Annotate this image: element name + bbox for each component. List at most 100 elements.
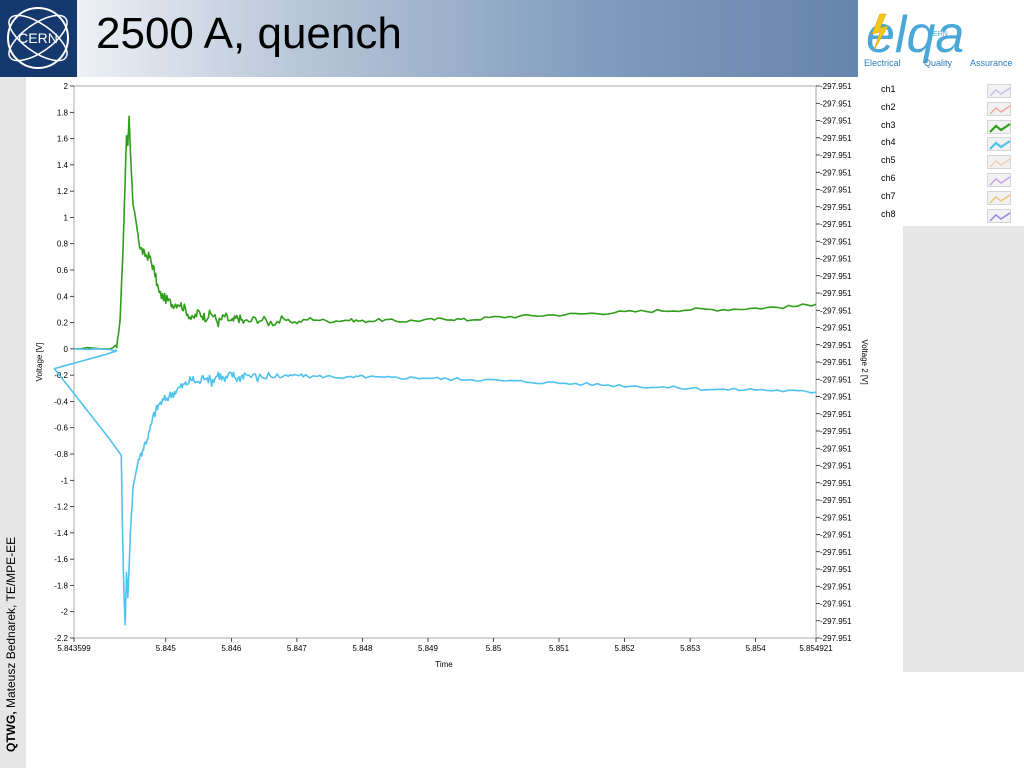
- y2-tick-label: -297.951: [820, 99, 852, 108]
- chart-axes: [73, 85, 817, 639]
- y2-tick-label: -297.951: [820, 82, 852, 91]
- y2-tick-label: -297.951: [820, 393, 852, 402]
- y2-tick-label: -297.951: [820, 237, 852, 246]
- y2-tick-label: -297.951: [820, 513, 852, 522]
- y-tick-label: -1.6: [54, 555, 68, 564]
- y-tick-label: -0.6: [54, 424, 68, 433]
- y2-tick-label: -297.951: [820, 548, 852, 557]
- y2-tick-labels: -297.951 -297.951 -297.951 -297.951 -297.951…: [816, 82, 852, 643]
- x-tick-label: 5.853: [680, 644, 701, 653]
- y-tick-label: 0: [64, 345, 69, 354]
- legend-swatch-icon: [987, 101, 1011, 116]
- legend-label: ch8: [881, 208, 896, 219]
- y2-tick-label: -297.951: [820, 341, 852, 350]
- y2-tick-label: -297.951: [820, 203, 852, 212]
- y2-tick-label: -297.951: [820, 634, 852, 643]
- y-tick-label: -0.2: [54, 371, 68, 380]
- right-gray-panel: [903, 226, 1024, 672]
- legend-item-ch1[interactable]: ch1: [873, 82, 1016, 100]
- y-tick-label: 0.2: [57, 319, 69, 328]
- y2-tick-label: -297.951: [820, 582, 852, 591]
- legend-item-ch6[interactable]: ch6: [873, 171, 1016, 189]
- y2-tick-label: -297.951: [820, 289, 852, 298]
- elqa-tagline-3: Assurance: [970, 58, 1013, 68]
- y-tick-label: 1.8: [57, 108, 69, 117]
- y2-tick-label: -297.951: [820, 444, 852, 453]
- plot-area: [74, 86, 816, 638]
- y2-tick-label: -297.951: [820, 134, 852, 143]
- y-tick-label: 2: [64, 82, 69, 91]
- legend-label: ch3: [881, 119, 896, 130]
- legend-swatch-line: [989, 87, 1011, 97]
- legend-swatch-line: [989, 194, 1011, 204]
- y2-tick-label: -297.951: [820, 617, 852, 626]
- x-tick-label: 5.845: [156, 644, 177, 653]
- x-tick-label: 5.843599: [57, 644, 91, 653]
- legend-item-ch8[interactable]: ch8: [873, 207, 1016, 225]
- y2-tick-label: -297.951: [820, 220, 852, 229]
- legend-label: ch1: [881, 84, 896, 94]
- y2-tick-label: -297.951: [820, 531, 852, 540]
- y-tick-label: 1.2: [57, 187, 69, 196]
- y-tick-label: 1: [64, 213, 69, 222]
- legend-item-ch4[interactable]: ch4: [873, 135, 1016, 153]
- legend-item-ch3[interactable]: ch3: [873, 118, 1016, 136]
- y-tick-label: -0.4: [54, 397, 68, 406]
- y2-tick-label: -297.951: [820, 496, 852, 505]
- legend-swatch-icon: [987, 119, 1011, 134]
- series-line-ch4: [53, 348, 817, 626]
- legend-item-ch7[interactable]: ch7: [873, 189, 1016, 207]
- series-line-ch3: [74, 115, 817, 350]
- x-tick-label: 5.846: [221, 644, 242, 653]
- y-tick-label: 0.4: [57, 292, 69, 301]
- y-tick-label: -0.8: [54, 450, 68, 459]
- x-tick-label: 5.847: [287, 644, 308, 653]
- slide-header: CERN 2500 A, quench: [0, 0, 858, 77]
- y-axis-title: Voltage [V]: [35, 343, 44, 382]
- legend-swatch-line: [989, 105, 1011, 115]
- y-tick-label: -1: [61, 476, 69, 485]
- y-tick-label: 1.6: [57, 135, 69, 144]
- y-tick-label: -1.4: [54, 529, 68, 538]
- y-tick-label: 1.4: [57, 161, 69, 170]
- cern-logo-text: CERN: [18, 30, 58, 46]
- y2-tick-label: -297.951: [820, 600, 852, 609]
- y-tick-label: 0.6: [57, 266, 69, 275]
- x-tick-label: 5.848: [352, 644, 373, 653]
- y2-tick-label: -297.951: [820, 565, 852, 574]
- legend-label: ch4: [881, 137, 896, 148]
- y2-axis-title: Voltage 2 [V]: [860, 339, 869, 384]
- elqa-small-text: CERN: [928, 31, 948, 38]
- y-tick-label: -1.8: [54, 581, 68, 590]
- x-tick-label: 5.854: [746, 644, 767, 653]
- y2-tick-label: -297.951: [820, 358, 852, 367]
- legend-swatch-icon: [987, 190, 1011, 205]
- legend-label: ch5: [881, 155, 896, 166]
- y2-tick-label: -297.951: [820, 410, 852, 419]
- legend-item-ch5[interactable]: ch5: [873, 153, 1016, 171]
- y2-tick-label: -297.951: [820, 272, 852, 281]
- legend-swatch-icon: [987, 84, 1011, 98]
- y2-tick-label: -297.951: [820, 427, 852, 436]
- legend-item-ch2[interactable]: ch2: [873, 100, 1016, 118]
- legend-swatch-icon: [987, 137, 1011, 152]
- cern-logo-icon: CERN: [7, 7, 69, 69]
- x-tick-labels: 5.843599 5.845 5.846 5.847 5.848 5.849 5.85 5.8…: [57, 638, 833, 653]
- legend-swatch-line: [989, 140, 1011, 151]
- legend-label: ch7: [881, 190, 896, 201]
- y2-tick-label: -297.951: [820, 255, 852, 264]
- y-tick-label: 0.8: [57, 240, 69, 249]
- y-tick-label: -2: [61, 608, 69, 617]
- series-layer: [53, 115, 817, 626]
- x-tick-label: 5.854921: [799, 644, 833, 653]
- legend-swatch-line: [989, 176, 1011, 186]
- elqa-tagline-2: Quality: [924, 58, 953, 68]
- x-tick-label: 5.851: [549, 644, 570, 653]
- legend-swatch-icon: [987, 155, 1011, 170]
- cern-logo: CERN: [0, 0, 77, 77]
- y2-tick-label: -297.951: [820, 479, 852, 488]
- legend-label: ch6: [881, 173, 896, 183]
- x-tick-label: 5.849: [418, 644, 439, 653]
- x-axis-title: Time: [435, 660, 453, 669]
